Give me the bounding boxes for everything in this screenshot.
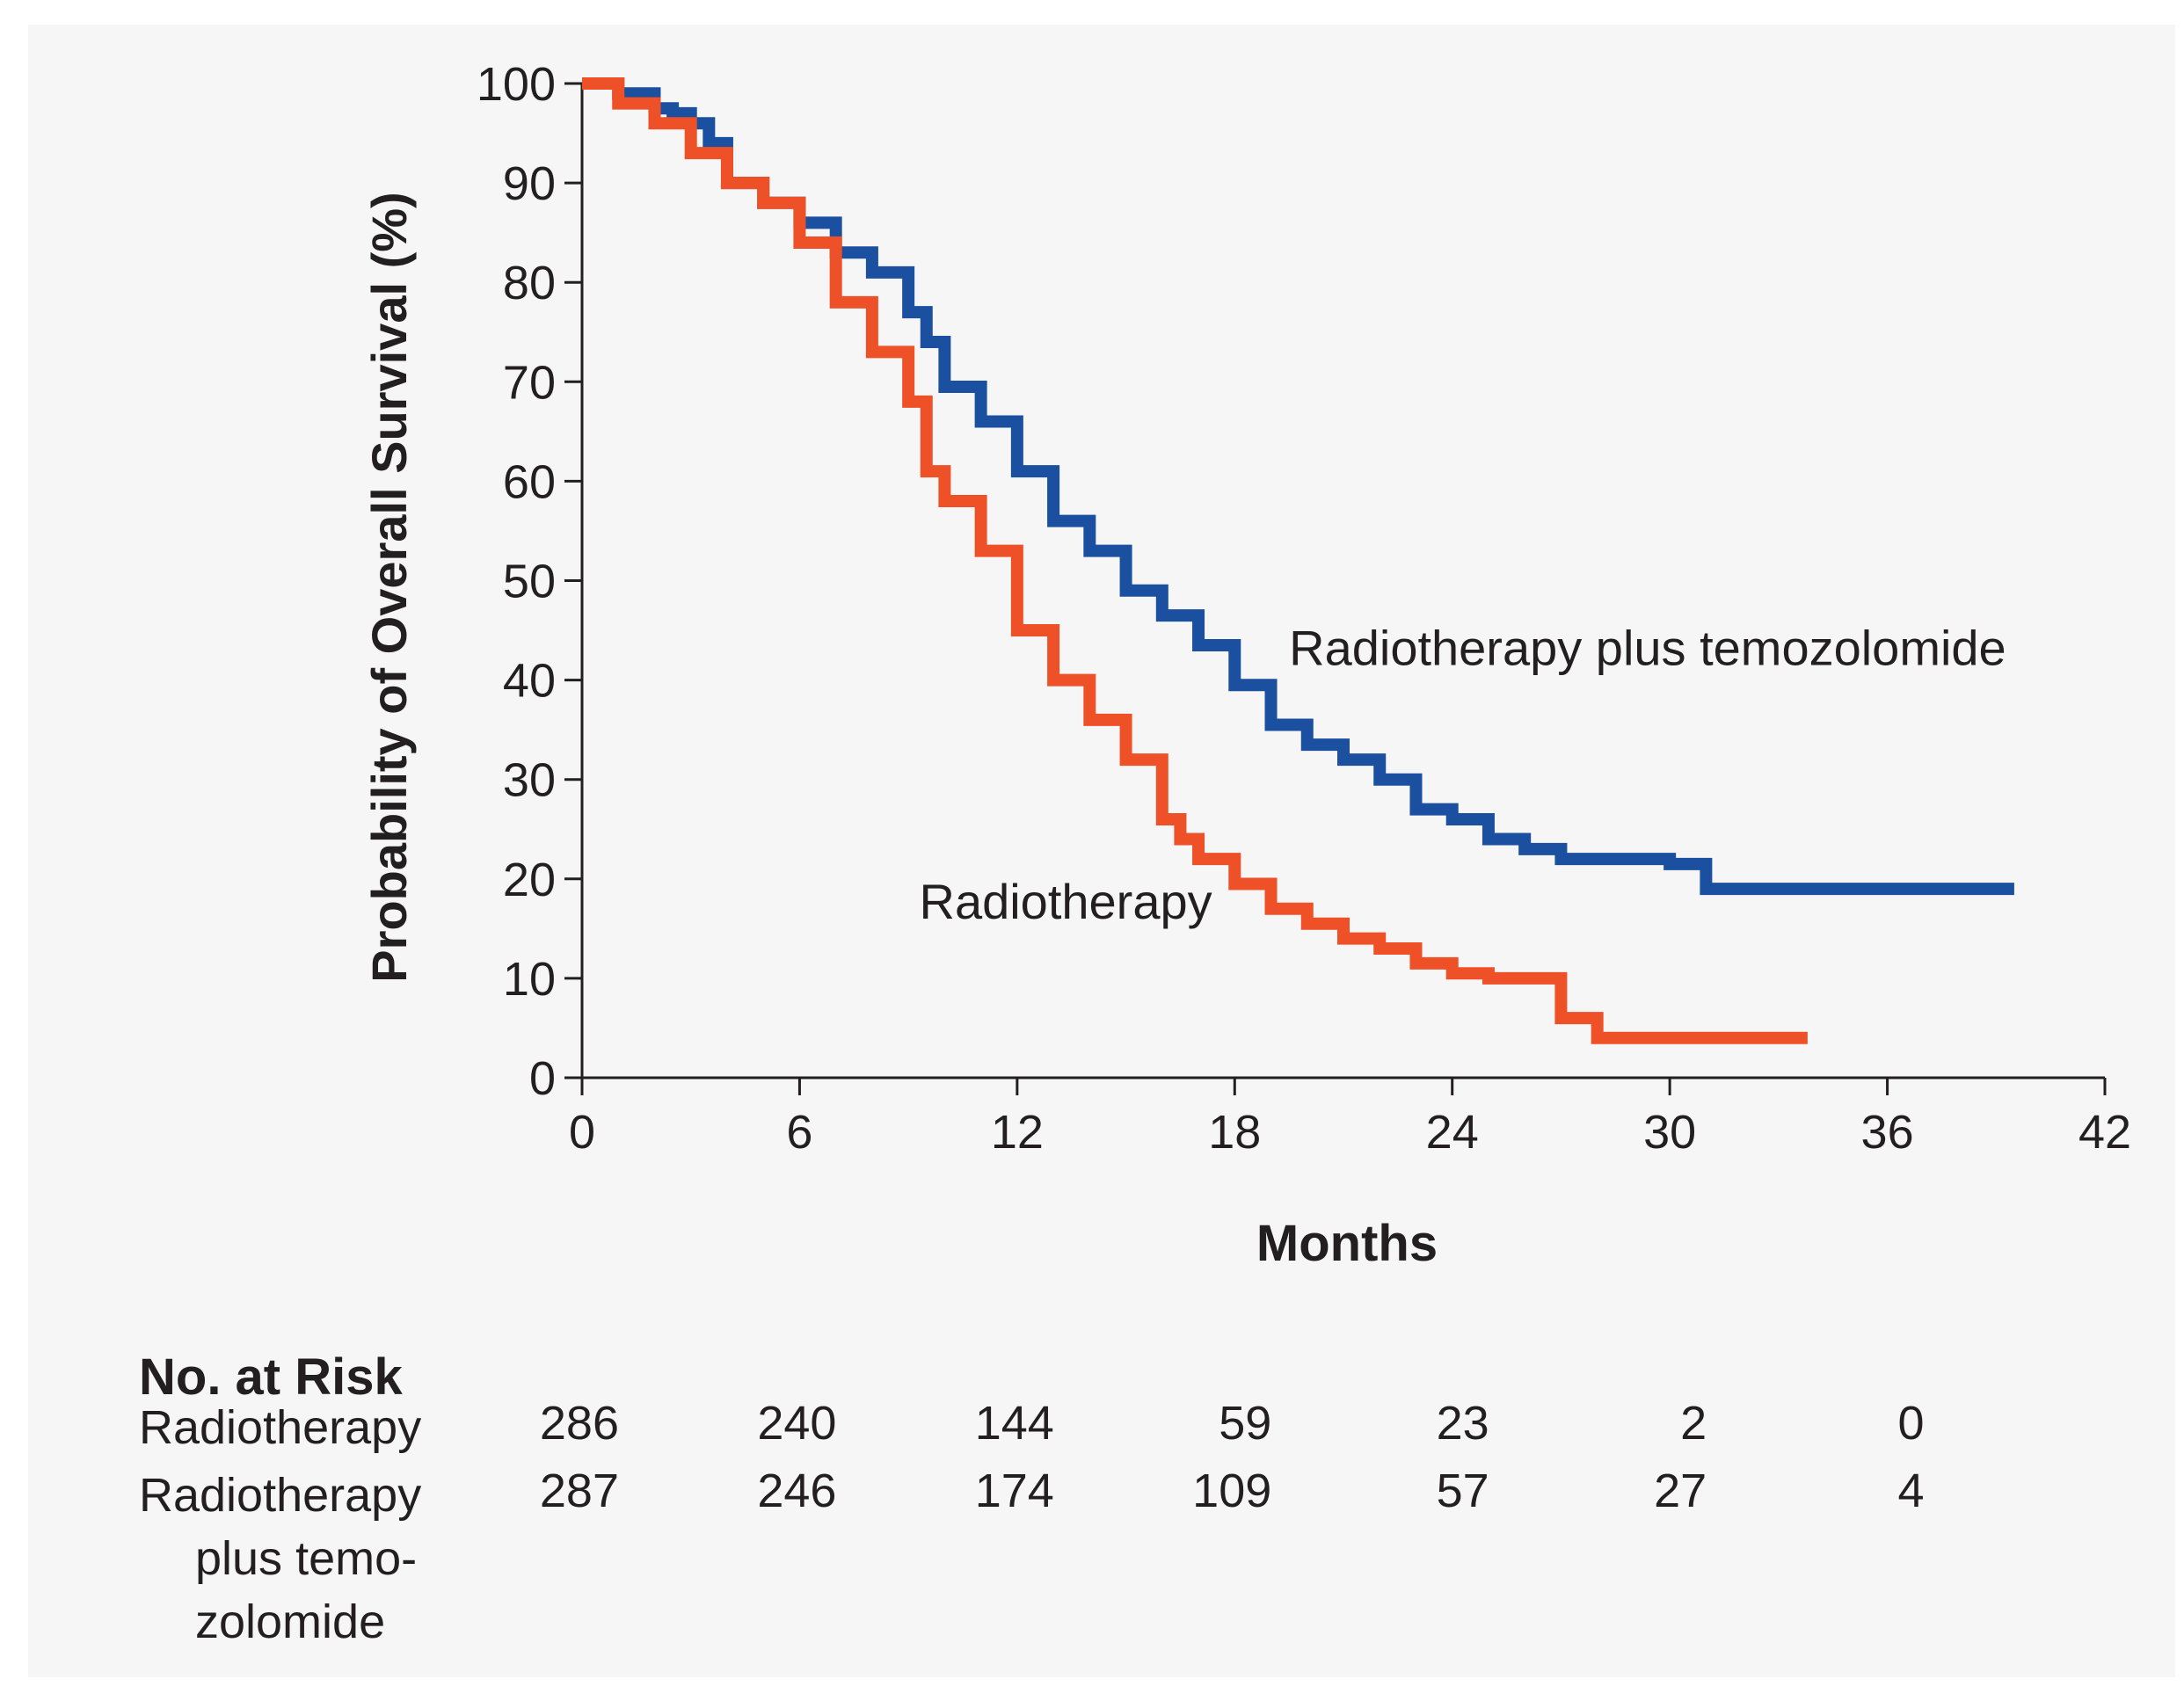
y-tick-label: 20 xyxy=(503,854,556,906)
y-tick-label: 0 xyxy=(529,1052,556,1105)
risk-count: 144 xyxy=(974,1397,1054,1450)
curve-label: Radiotherapy xyxy=(920,874,1212,929)
x-tick-label: 42 xyxy=(2078,1106,2131,1159)
risk-count: 174 xyxy=(974,1465,1054,1517)
risk-count: 4 xyxy=(1897,1465,1925,1517)
risk-count: 27 xyxy=(1654,1465,1707,1517)
risk-row-label: zolomide xyxy=(195,1596,386,1648)
y-axis-label: Probability of Overall Survival (%) xyxy=(361,192,417,982)
curve-label: Radiotherapy plus temozolomide xyxy=(1289,621,2006,676)
x-tick-label: 30 xyxy=(1643,1106,1696,1159)
x-tick-label: 0 xyxy=(569,1106,595,1159)
x-tick-label: 36 xyxy=(1861,1106,1914,1159)
risk-row-label: Radiotherapy xyxy=(139,1401,422,1454)
x-tick-label: 12 xyxy=(991,1106,1044,1159)
figure-panel: 0 6 12 18 24 30 36 42 0 10 20 30 40 50 60 70 80 90 100 Rad… xyxy=(28,25,2175,1677)
survival-curves xyxy=(582,77,2014,1044)
y-tick-label: 80 xyxy=(503,257,556,309)
x-tick-label: 6 xyxy=(786,1106,812,1159)
survival-chart: 0 6 12 18 24 30 36 42 0 10 20 30 40 50 60 70 80 90 100 Rad… xyxy=(361,58,2131,1272)
y-tick-label: 60 xyxy=(503,455,556,508)
y-tick-label: 90 xyxy=(503,157,556,210)
risk-count: 0 xyxy=(1897,1397,1925,1450)
risk-count: 240 xyxy=(757,1397,837,1450)
x-tick-label: 24 xyxy=(1426,1106,1479,1159)
risk-count: 2 xyxy=(1680,1397,1707,1450)
x-tick-label: 18 xyxy=(1208,1106,1261,1159)
axes xyxy=(564,82,2107,1095)
y-tick-label: 10 xyxy=(503,953,556,1006)
y-tick-label: 30 xyxy=(503,754,556,807)
y-tick-label: 100 xyxy=(477,58,556,111)
risk-count: 57 xyxy=(1436,1465,1489,1517)
x-axis-label: Months xyxy=(1256,1215,1438,1272)
curve-labels: Radiotherapy plus temozolomide Radiothera… xyxy=(920,621,2006,929)
risk-count: 23 xyxy=(1436,1397,1489,1450)
tick-labels: 0 6 12 18 24 30 36 42 0 10 20 30 40 50 60 70 80 90 100 xyxy=(477,58,2131,1159)
y-tick-label: 50 xyxy=(503,556,556,608)
risk-row-label: plus temo- xyxy=(195,1532,418,1585)
risk-count: 109 xyxy=(1192,1465,1272,1517)
risk-row-label: Radiotherapy xyxy=(139,1469,422,1522)
risk-count: 286 xyxy=(539,1397,619,1450)
risk-table-title: No. at Risk xyxy=(139,1348,403,1406)
series-line-radiotherapy xyxy=(582,77,1808,1044)
risk-count: 59 xyxy=(1219,1397,1272,1450)
y-tick-label: 70 xyxy=(503,356,556,409)
y-tick-label: 40 xyxy=(503,655,556,708)
risk-count: 287 xyxy=(539,1465,619,1517)
risk-count: 246 xyxy=(757,1465,837,1517)
